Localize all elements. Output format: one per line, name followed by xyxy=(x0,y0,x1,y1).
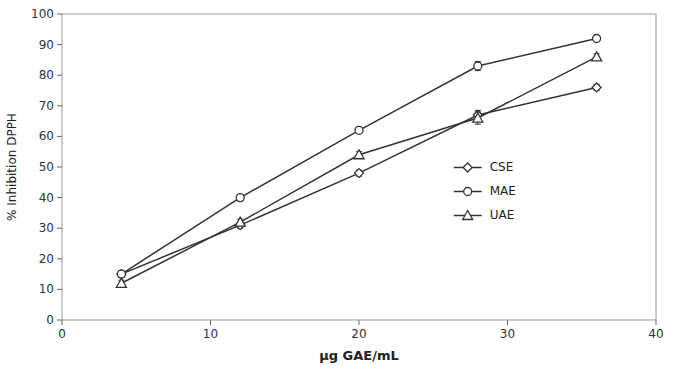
x-axis-label: μg GAE/mL xyxy=(319,348,399,363)
error-bar xyxy=(475,61,481,70)
y-tick-label: 30 xyxy=(39,221,54,235)
plot-frame xyxy=(62,14,656,320)
point xyxy=(473,113,483,122)
legend-label: MAE xyxy=(490,184,516,198)
x-tick xyxy=(656,320,657,325)
legend-item: CSE xyxy=(454,160,514,174)
legend-item: UAE xyxy=(454,208,515,222)
x-tick xyxy=(210,320,211,325)
x-tick-label: 40 xyxy=(648,327,663,341)
y-tick xyxy=(57,197,62,198)
x-tick-label: 20 xyxy=(351,327,366,341)
series-line xyxy=(121,57,596,283)
y-tick xyxy=(57,258,62,259)
legend-item: MAE xyxy=(454,184,516,198)
error-bar xyxy=(594,35,600,41)
y-tick xyxy=(57,105,62,106)
y-tick-label: 0 xyxy=(46,313,54,327)
y-tick-label: 60 xyxy=(39,129,54,143)
chart: 0 10 20 30 40 0 10 20 30 40 50 60 70 80 90 100 μg GAE/mL… xyxy=(0,0,674,370)
point xyxy=(355,126,363,134)
y-tick-label: 20 xyxy=(39,252,54,266)
y-tick xyxy=(57,75,62,76)
legend-marker xyxy=(463,210,473,219)
x-tick-label: 30 xyxy=(500,327,515,341)
point xyxy=(235,217,245,226)
y-tick xyxy=(57,228,62,229)
y-tick xyxy=(57,44,62,45)
y-axis-label: % Inhibition DPPH xyxy=(5,113,19,221)
legend-label: UAE xyxy=(490,208,515,222)
series xyxy=(116,52,601,287)
data-area xyxy=(116,34,601,287)
y-tick xyxy=(57,167,62,168)
point xyxy=(354,150,364,159)
series xyxy=(117,83,601,279)
y-tick-label: 10 xyxy=(39,282,54,296)
legend-label: CSE xyxy=(490,160,514,174)
x-tick xyxy=(507,320,508,325)
point xyxy=(116,278,126,287)
error-bar xyxy=(237,195,243,201)
error-bar xyxy=(118,271,124,277)
y-tick xyxy=(57,136,62,137)
point xyxy=(593,34,601,42)
point xyxy=(592,83,601,92)
y-tick-label: 70 xyxy=(39,99,54,113)
y-tick xyxy=(57,14,62,15)
point xyxy=(592,52,602,61)
point xyxy=(474,62,482,70)
y-tick-label: 40 xyxy=(39,191,54,205)
legend: CSE MAE UAE xyxy=(454,160,516,222)
legend-marker xyxy=(464,187,472,195)
y-tick-label: 100 xyxy=(31,7,54,21)
x-tick xyxy=(359,320,360,325)
x-tick xyxy=(62,320,63,325)
point xyxy=(117,270,125,278)
point xyxy=(355,169,364,178)
series xyxy=(117,34,600,278)
y-tick-label: 80 xyxy=(39,68,54,82)
error-bar xyxy=(118,271,124,277)
axes: 0 10 20 30 40 0 10 20 30 40 50 60 70 80 90 100 xyxy=(31,7,664,341)
y-tick xyxy=(57,320,62,321)
y-tick xyxy=(57,289,62,290)
series-line xyxy=(121,38,596,274)
y-tick-label: 90 xyxy=(39,38,54,52)
y-tick-label: 50 xyxy=(39,160,54,174)
point xyxy=(236,194,244,202)
x-tick-label: 0 xyxy=(58,327,66,341)
legend-marker xyxy=(463,163,472,172)
x-tick-label: 10 xyxy=(203,327,218,341)
error-bar xyxy=(356,127,362,133)
